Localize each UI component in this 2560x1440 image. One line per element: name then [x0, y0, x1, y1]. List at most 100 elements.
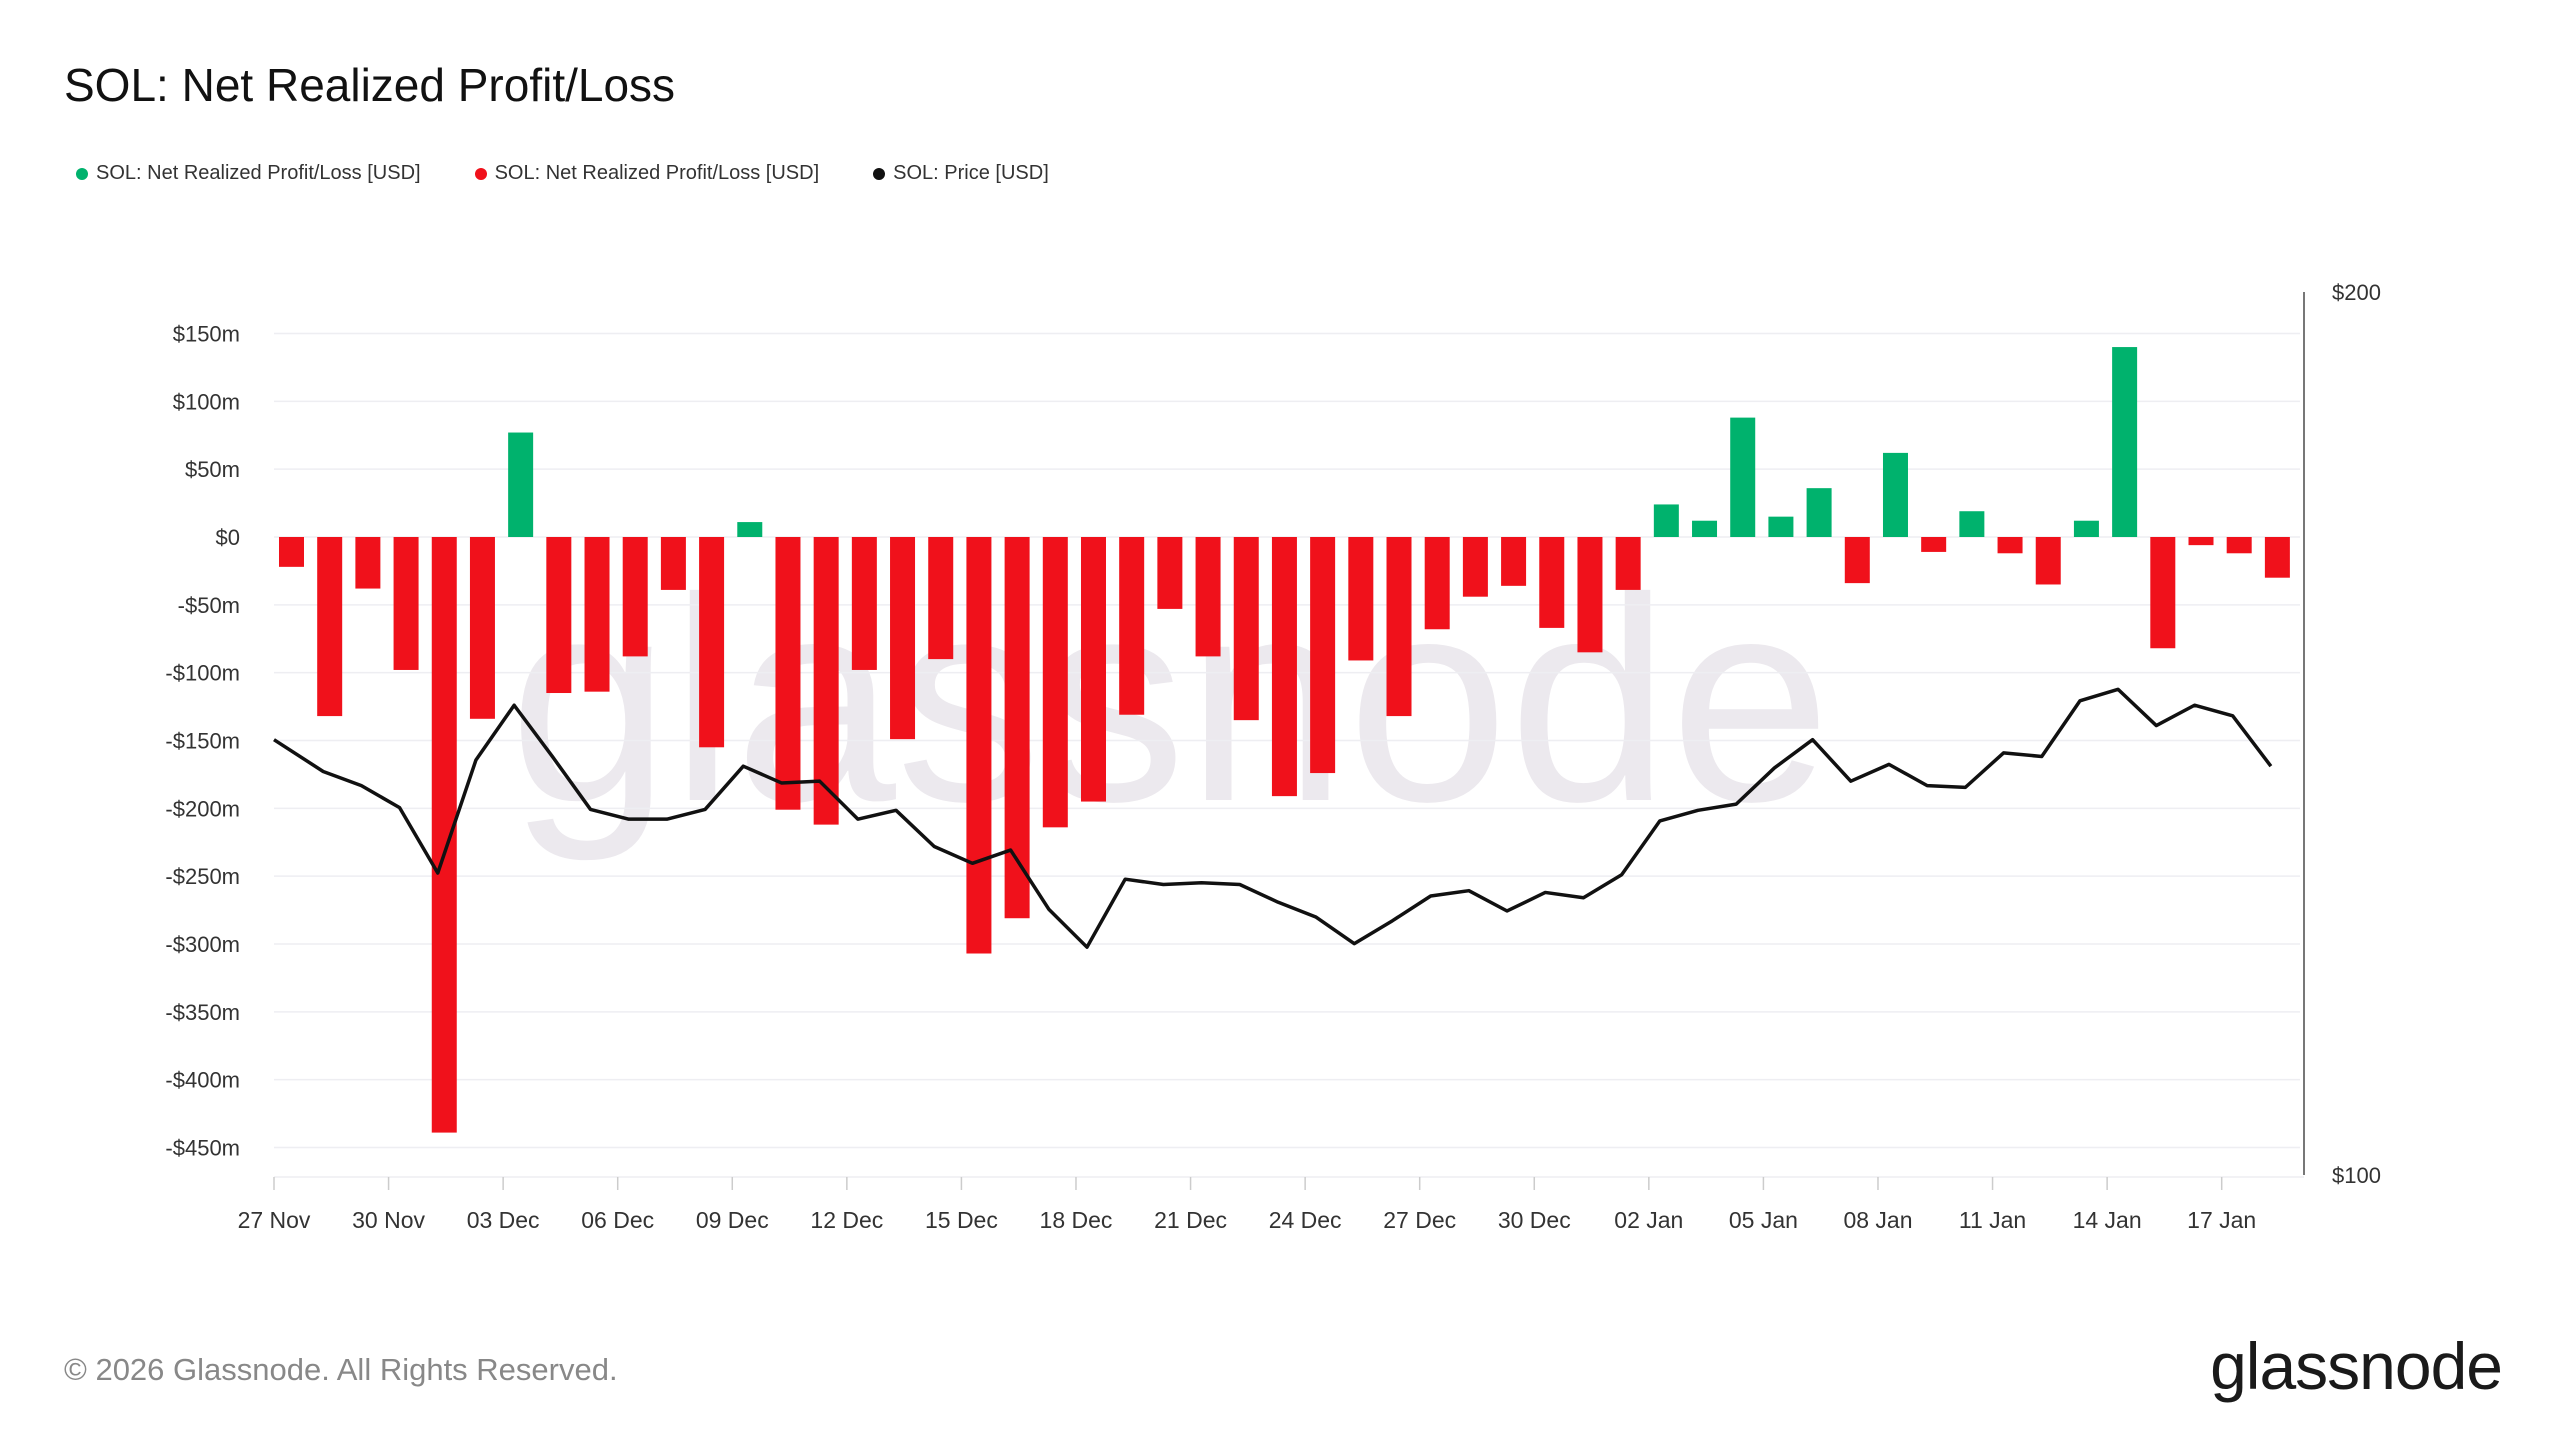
profit-bar — [1806, 488, 1832, 537]
loss-bar — [851, 537, 877, 670]
loss-bar — [2150, 537, 2176, 649]
loss-bar — [2264, 537, 2290, 578]
legend-item-price[interactable]: SOL: Price [USD] — [873, 162, 1049, 185]
loss-bar — [546, 537, 572, 694]
y-tick-label: -$300m — [165, 932, 240, 957]
loss-bar — [1042, 537, 1068, 828]
chart-title: SOL: Net Realized Profit/Loss — [64, 59, 676, 111]
legend-label: SOL: Net Realized Profit/Loss [USD] — [96, 162, 421, 184]
y2-tick-label: $200 — [2332, 280, 2381, 305]
loss-bar — [1271, 537, 1297, 797]
y-tick-label: $0 — [216, 525, 240, 550]
profit-bar — [1653, 504, 1679, 537]
legend: SOL: Net Realized Profit/Loss [USD] SOL:… — [76, 162, 1049, 185]
x-tick-label: 02 Jan — [1614, 1207, 1683, 1233]
y-tick-label: -$250m — [165, 864, 240, 889]
loss-bar — [775, 537, 801, 810]
loss-bar — [2035, 537, 2061, 585]
y-tick-label: -$100m — [165, 661, 240, 686]
loss-bar — [1997, 537, 2023, 554]
y-tick-label: -$200m — [165, 796, 240, 821]
x-tick-label: 03 Dec — [467, 1207, 540, 1233]
y-tick-label: $50m — [185, 457, 240, 482]
y2-tick-label: $100 — [2332, 1163, 2381, 1188]
loss-bar — [1348, 537, 1374, 661]
loss-bar — [1386, 537, 1412, 717]
legend-dot-icon — [76, 167, 88, 180]
loss-bar — [469, 537, 495, 719]
legend-label: SOL: Price [USD] — [893, 162, 1049, 184]
legend-item-profit[interactable]: SOL: Net Realized Profit/Loss [USD] — [76, 162, 421, 185]
y-tick-label: -$450m — [165, 1136, 240, 1161]
x-tick-label: 27 Nov — [238, 1207, 311, 1233]
loss-bar — [1921, 537, 1947, 552]
loss-bar — [1157, 537, 1183, 609]
legend-dot-icon — [474, 167, 487, 180]
loss-bar — [1233, 537, 1259, 721]
x-tick-label: 05 Jan — [1729, 1207, 1798, 1233]
loss-bar — [2188, 537, 2214, 546]
legend-dot-icon — [873, 167, 886, 180]
loss-bar — [393, 537, 419, 670]
profit-bar — [1768, 516, 1794, 537]
x-tick-label: 08 Jan — [1843, 1207, 1912, 1233]
loss-bar — [813, 537, 839, 825]
loss-bar — [1310, 537, 1336, 774]
x-tick-label: 30 Dec — [1498, 1207, 1571, 1233]
x-tick-label: 09 Dec — [696, 1207, 769, 1233]
y-tick-label: $100m — [173, 389, 240, 414]
x-tick-label: 14 Jan — [2073, 1207, 2142, 1233]
x-tick-label: 24 Dec — [1269, 1207, 1342, 1233]
loss-bar — [2226, 537, 2252, 554]
profit-bar — [508, 432, 534, 537]
loss-bar — [279, 537, 304, 567]
loss-bar — [699, 537, 725, 748]
x-tick-label: 17 Jan — [2187, 1207, 2256, 1233]
loss-bar — [928, 537, 954, 660]
loss-bar — [1615, 537, 1641, 590]
loss-bar — [584, 537, 610, 692]
legend-item-loss[interactable]: SOL: Net Realized Profit/Loss [USD] — [474, 162, 820, 185]
loss-bar — [1844, 537, 1870, 584]
y-tick-label: -$350m — [165, 1000, 240, 1025]
profit-bar — [2112, 347, 2138, 537]
x-tick-label: 12 Dec — [810, 1207, 883, 1233]
y-tick-label: -$150m — [165, 729, 240, 754]
y-tick-label: $150m — [173, 321, 240, 346]
price-line — [273, 687, 2273, 949]
y-tick-label: -$50m — [178, 593, 240, 618]
loss-bar — [1501, 537, 1527, 586]
x-tick-label: 18 Dec — [1040, 1207, 1113, 1233]
y-tick-label: -$400m — [165, 1068, 240, 1093]
loss-bar — [355, 537, 381, 589]
loss-bar — [1004, 537, 1030, 919]
x-tick-label: 06 Dec — [581, 1207, 654, 1233]
loss-bar — [966, 537, 992, 954]
profit-bar — [1882, 452, 1908, 537]
loss-bar — [622, 537, 648, 657]
legend-label: SOL: Net Realized Profit/Loss [USD] — [494, 162, 820, 184]
x-tick-label: 27 Dec — [1383, 1207, 1456, 1233]
x-tick-label: 21 Dec — [1154, 1207, 1227, 1233]
x-tick-label: 15 Dec — [925, 1207, 998, 1233]
loss-bar — [1462, 537, 1488, 597]
loss-bar — [1119, 537, 1145, 715]
loss-bar — [890, 537, 916, 740]
x-tick-label: 30 Nov — [352, 1207, 425, 1233]
loss-bar — [1080, 537, 1106, 802]
copyright: © 2026 Glassnode. All Rights Reserved. — [64, 1352, 618, 1387]
loss-bar — [1539, 537, 1565, 628]
loss-bar — [1577, 537, 1603, 653]
loss-bar — [431, 537, 457, 1133]
loss-bar — [1424, 537, 1450, 630]
profit-bar — [1730, 417, 1756, 537]
loss-bar — [1195, 537, 1221, 657]
profit-bar — [2073, 520, 2099, 537]
loss-bar — [660, 537, 686, 590]
x-tick-label: 11 Jan — [1959, 1207, 2026, 1233]
glassnode-logo: glassnode — [2210, 1329, 2503, 1403]
loss-bar — [317, 537, 343, 717]
profit-bar — [737, 522, 763, 537]
profit-bar — [1692, 520, 1718, 537]
